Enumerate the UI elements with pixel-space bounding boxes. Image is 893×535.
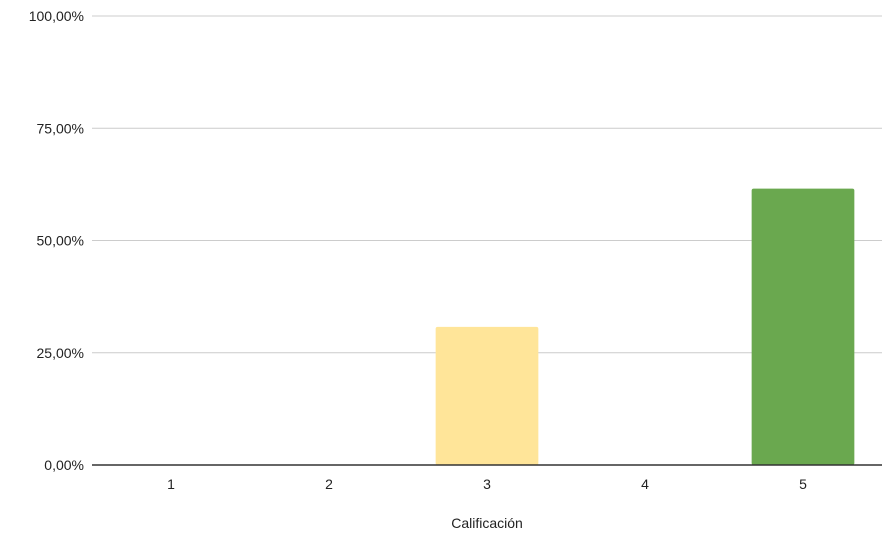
y-tick-label: 50,00% [37, 233, 84, 249]
bars [435, 188, 855, 465]
x-tick-label: 2 [325, 476, 333, 492]
bar-3 [435, 326, 539, 465]
y-tick-label: 0,00% [44, 457, 84, 473]
y-tick-label: 25,00% [37, 345, 84, 361]
y-axis-tick-labels: 0,00% 25,00% 50,00% 75,00% 100,00% [29, 8, 84, 473]
bar-5 [751, 188, 855, 465]
x-tick-label: 3 [483, 476, 491, 492]
y-tick-label: 75,00% [37, 120, 84, 136]
y-tick-label: 100,00% [29, 8, 84, 24]
x-axis-title: Calificación [451, 515, 523, 531]
x-axis-tick-labels: 1 2 3 4 5 [167, 476, 807, 492]
x-tick-label: 1 [167, 476, 175, 492]
x-tick-label: 5 [799, 476, 807, 492]
x-tick-label: 4 [641, 476, 649, 492]
